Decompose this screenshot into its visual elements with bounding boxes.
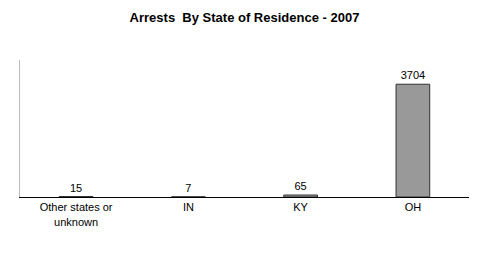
svg-text:OH: OH xyxy=(405,201,422,213)
svg-text:3704: 3704 xyxy=(401,69,425,81)
svg-text:IN: IN xyxy=(183,201,194,213)
svg-text:7: 7 xyxy=(185,182,191,194)
svg-text:65: 65 xyxy=(295,180,307,192)
svg-text:15: 15 xyxy=(70,182,82,194)
svg-text:KY: KY xyxy=(293,201,308,213)
svg-text:Arrests By State of Residence: Arrests By State of Residence - 2007 xyxy=(130,10,360,25)
svg-text:Other states orunknown: Other states orunknown xyxy=(40,201,113,227)
